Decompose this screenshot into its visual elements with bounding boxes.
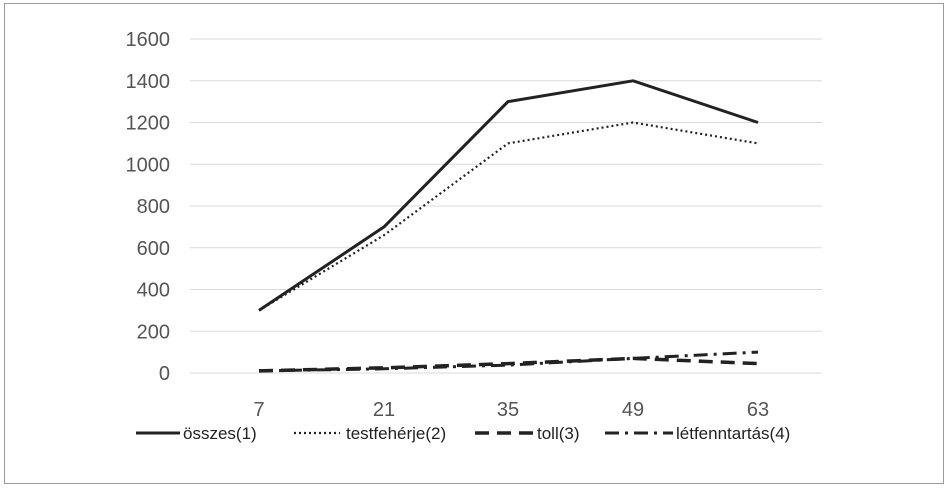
y-tick-label: 1400 [126, 71, 171, 93]
series-line-3 [258, 356, 759, 373]
legend-label-2: testfehérje(2) [346, 424, 446, 443]
y-tick-label: 200 [137, 321, 170, 343]
y-tick-label: 0 [159, 363, 170, 385]
x-tick-label: 21 [373, 399, 395, 421]
chart-frame [4, 3, 944, 484]
x-tick-label: 35 [497, 399, 519, 421]
x-tick-label: 63 [747, 399, 769, 421]
y-tick-label: 600 [137, 238, 170, 260]
legend-label-1: összes(1) [183, 424, 257, 443]
y-axis-ticks: 0 200 400 600 800 1000 1200 1400 1600 [126, 29, 171, 385]
series-line-1 [258, 79, 759, 312]
y-tick-label: 1000 [126, 154, 171, 176]
series-lines [258, 79, 759, 373]
series-line-4 [258, 350, 759, 373]
legend-label-3: toll(3) [537, 424, 580, 443]
x-tick-label: 49 [622, 399, 644, 421]
x-tick-label: 7 [253, 399, 264, 421]
y-tick-label: 1600 [126, 29, 171, 51]
series-line-2 [258, 121, 759, 312]
x-axis-ticks: 7 21 35 49 63 [253, 399, 769, 421]
gridlines [190, 38, 822, 374]
y-tick-label: 1200 [126, 113, 171, 135]
y-tick-label: 400 [137, 280, 170, 302]
legend: összes(1) testfehérje(2) toll(3) létfenntar… [136, 424, 790, 443]
y-tick-label: 800 [137, 196, 170, 218]
legend-label-4: létfenntartás(4) [676, 424, 790, 443]
